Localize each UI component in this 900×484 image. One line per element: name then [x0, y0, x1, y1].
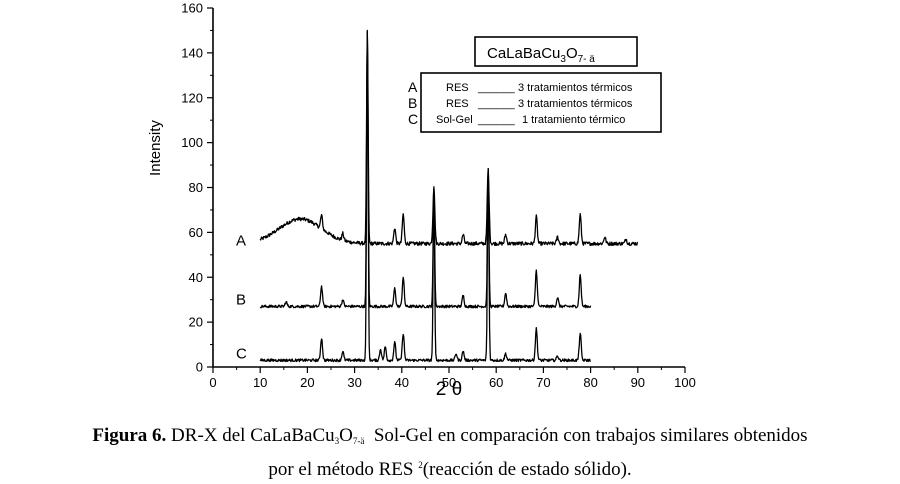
- x-tick-label: 80: [583, 375, 597, 390]
- svg-text:CaLaBaCu3O7- ä: CaLaBaCu3O7- ä: [487, 45, 595, 65]
- x-tick-label: 10: [253, 375, 267, 390]
- y-tick-label: 160: [181, 1, 203, 16]
- caption-line2b: (reacción de estado sólido).: [422, 459, 632, 480]
- legend-treatment: 1 tratamiento térmico: [522, 114, 625, 126]
- series-line-a: [259, 29, 639, 247]
- legend-line-sample: ______: [477, 114, 516, 126]
- y-tick-label: 0: [196, 360, 203, 375]
- caption-line-2: por el método RES 2(reacción de estado s…: [0, 453, 900, 482]
- x-tick-label: 20: [300, 375, 314, 390]
- legend-method: RES: [446, 82, 469, 94]
- x-tick-label: 100: [674, 375, 696, 390]
- series-labels: A B C: [236, 233, 247, 363]
- legend-treatment: 3 tratamientos térmicos: [518, 82, 633, 94]
- x-tick-label: 70: [536, 375, 550, 390]
- legend-line-sample: ______: [477, 98, 516, 110]
- x-axis-label: 2 θ: [436, 379, 462, 400]
- y-tick-label: 100: [181, 135, 203, 150]
- x-tick-label: 60: [489, 375, 503, 390]
- xrd-chart: Intensity 2 θ 0 10 20 30 40 50 60 70 80 90 100 0 20 4…: [147, 1, 696, 401]
- legend-title-mid: O: [566, 45, 578, 62]
- y-tick-label: 80: [189, 180, 203, 195]
- series-line-b: [259, 30, 592, 309]
- y-tick-label: 120: [181, 90, 203, 105]
- y-tick-label: 40: [189, 270, 203, 285]
- series-label-a: A: [236, 233, 246, 250]
- legend-title-sub1: 3: [560, 54, 566, 65]
- y-tick-label: 140: [181, 45, 203, 60]
- y-axis-label: Intensity: [147, 120, 164, 176]
- series-label-c: C: [236, 345, 247, 362]
- caption-sub2: 7-ä: [352, 436, 365, 446]
- x-tick-label: 30: [347, 375, 361, 390]
- y-tick-label: 20: [189, 315, 203, 330]
- caption-line-1: Figura 6. DR-X del CaLaBaCu3O7-ä Sol-Gel…: [0, 424, 900, 453]
- legend-letter: C: [408, 111, 418, 127]
- series-label-b: B: [236, 291, 246, 308]
- caption-part3: Sol-Gel en comparación con trabajos simi…: [364, 425, 808, 446]
- legend-line-sample: ______: [477, 82, 516, 94]
- legend-letter: A: [408, 79, 418, 95]
- x-tick-label: 0: [209, 375, 216, 390]
- x-tick-label: 90: [631, 375, 645, 390]
- legend-method: RES: [446, 98, 469, 110]
- caption-line2a: por el método RES: [268, 459, 419, 480]
- caption-sup: 2: [418, 460, 423, 470]
- legend-method: Sol-Gel: [436, 114, 473, 126]
- caption-part1: DR-X del CaLaBaCu: [166, 425, 335, 446]
- x-tick-label: 40: [395, 375, 409, 390]
- x-tick-label: 50: [442, 375, 456, 390]
- legend-letter: B: [408, 95, 417, 111]
- axis-ticks: 0 10 20 30 40 50 60 70 80 90 100 0 20 40 60 80 100 120 140…: [181, 1, 696, 391]
- figure-caption: Figura 6. DR-X del CaLaBaCu3O7-ä Sol-Gel…: [0, 424, 900, 482]
- legend-treatment: 3 tratamientos térmicos: [518, 98, 633, 110]
- caption-sub1: 3: [334, 436, 340, 446]
- y-tick-label: 60: [189, 225, 203, 240]
- caption-bold: Figura 6.: [92, 425, 167, 446]
- legend-title-sub2: 7- ä: [578, 54, 596, 65]
- legend-title-box: CaLaBaCu3O7- ä: [474, 36, 638, 67]
- series-line-c: [259, 31, 591, 363]
- series-layer: [259, 29, 639, 363]
- legend-title-base: CaLaBaCu: [487, 45, 560, 62]
- caption-part2: O: [339, 425, 353, 446]
